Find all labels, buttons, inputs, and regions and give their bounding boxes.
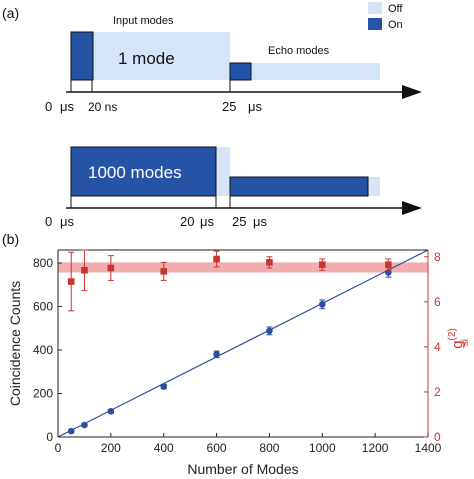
y-left-tick-label: 800	[33, 256, 53, 270]
g2-point	[266, 259, 273, 266]
tick-label-0: 0	[45, 99, 52, 114]
y-right-tick-label: 4	[434, 340, 441, 354]
counts-point	[266, 327, 273, 335]
y-right-tick-label: 2	[434, 385, 441, 399]
tick-label-25: 25	[222, 99, 236, 114]
echo-on-block	[229, 62, 252, 81]
x-tick-label: 200	[101, 441, 121, 455]
tick-label-us-4: μs	[200, 214, 214, 229]
g2-point	[81, 266, 88, 274]
counts-point	[318, 301, 326, 308]
counts-point	[213, 351, 220, 358]
tick-label-us-5: μs	[253, 214, 267, 229]
legend-off-swatch	[368, 2, 382, 14]
multi-echo-off-block	[368, 177, 380, 196]
tick-label-20: 20	[180, 214, 194, 229]
g2-band	[58, 262, 428, 273]
g2-point	[385, 261, 392, 268]
one-mode-label: 1 mode	[118, 49, 175, 68]
x-tick-label: 600	[207, 441, 227, 455]
panel-a-label: (a)	[2, 5, 19, 21]
echo-off-block	[250, 63, 380, 80]
g2-point	[318, 261, 326, 268]
timeline-multi-mode: 1000 modes 0 μs 20 μs 25 μs	[45, 146, 422, 229]
tick-label-20ns: 20 ns	[88, 100, 117, 114]
multi-echo-on-block	[229, 176, 369, 197]
counts-point	[160, 383, 168, 390]
y-left-tick-label: 200	[33, 387, 53, 401]
counts-point	[81, 421, 88, 429]
y-right-tick-label: 8	[434, 250, 441, 264]
x-tick-label: 1200	[362, 441, 389, 455]
counts-point	[67, 427, 75, 435]
y-right-label-sup: (2)	[447, 328, 458, 340]
tick-label-us-2: μs	[248, 99, 262, 114]
x-tick-label: 400	[154, 441, 174, 455]
g2-point	[67, 278, 75, 285]
y-left-tick-label: 400	[33, 343, 53, 357]
g2-point	[160, 268, 168, 275]
x-axis-label: Number of Modes	[187, 461, 298, 477]
echo-modes-label: Echo modes	[268, 45, 330, 57]
time-arrow-2	[402, 201, 422, 215]
legend-on-swatch	[368, 18, 382, 30]
x-tick-label: 800	[259, 441, 279, 455]
g2-point	[213, 255, 220, 263]
timeline-single-mode: Input modes Echo modes 1 mode 0 μs 20 ns…	[45, 15, 422, 114]
chart-panel-b: 0 200 400 600 800 1000 1200 1400020040060080002…	[7, 249, 471, 477]
y-right-label-sub: si	[460, 339, 471, 346]
x-tick-label: 0	[55, 441, 62, 455]
x-tick-label: 1400	[415, 441, 442, 455]
legend-on-label: On	[388, 19, 403, 31]
input-off-block	[92, 32, 230, 80]
y-right-tick-label: 0	[434, 430, 441, 444]
thousand-modes-label: 1000 modes	[88, 163, 182, 182]
y-right-label-main: g	[449, 340, 466, 348]
tick-label-us: μs	[60, 99, 74, 114]
panel-b-label: (b)	[2, 231, 19, 247]
fit-line	[57, 249, 429, 438]
legend-off-label: Off	[388, 3, 403, 15]
tick-label-25-2: 25	[232, 214, 246, 229]
multi-input-off-block	[216, 147, 230, 196]
tick-label-us-3: μs	[60, 214, 74, 229]
y-axis-right-label: g(2)si	[447, 328, 471, 349]
input-on-block	[70, 31, 94, 81]
multi-input-on-block	[70, 146, 217, 197]
y-axis-left-label: Coincidence Counts	[7, 281, 23, 406]
x-tick-label: 1000	[309, 441, 336, 455]
input-modes-label: Input modes	[113, 15, 174, 27]
y-right-tick-label: 6	[434, 295, 441, 309]
g2-point	[107, 264, 115, 272]
y-left-tick-label: 0	[46, 430, 53, 444]
legend: Off On	[368, 2, 403, 31]
time-arrow	[402, 85, 422, 99]
y-left-tick-label: 600	[33, 300, 53, 314]
counts-point	[107, 408, 115, 415]
tick-label-0-2: 0	[45, 214, 52, 229]
